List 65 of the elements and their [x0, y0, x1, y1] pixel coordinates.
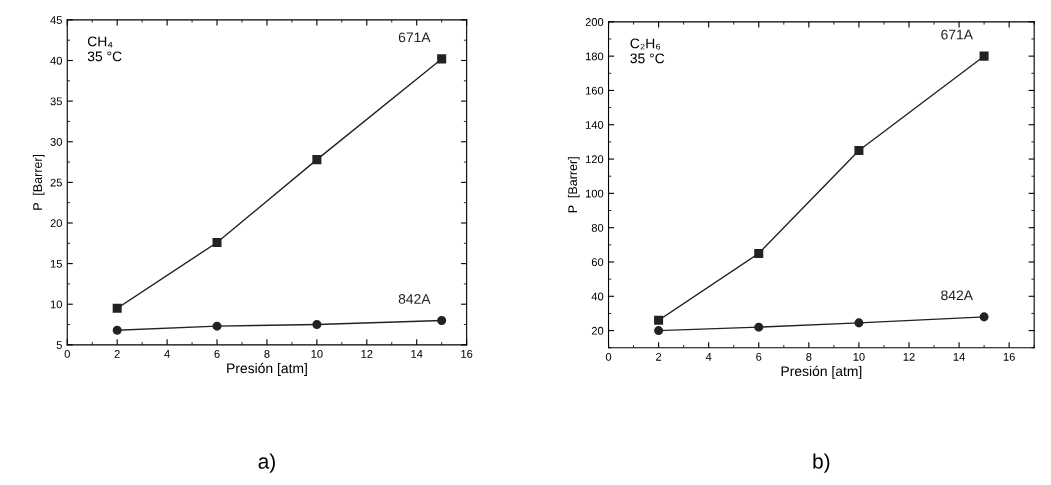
x-tick-label: 10 — [853, 352, 865, 361]
y-tick-label: 200 — [585, 18, 604, 26]
x-axis-title: Presión [atm] — [781, 365, 862, 379]
x-tick-label: 6 — [214, 349, 220, 358]
x-tick-label: 16 — [1003, 352, 1015, 361]
y-tick-label: 35 — [50, 97, 62, 106]
text: a) — [258, 453, 275, 473]
x-axis-title: Presión [atm] — [227, 362, 307, 376]
text: b) — [813, 453, 830, 473]
y-tick-label: 45 — [50, 16, 62, 25]
point — [754, 248, 764, 258]
y-axis-title: P [Barrer] — [32, 154, 45, 210]
x-tick-label: 10 — [311, 349, 323, 358]
point — [312, 155, 322, 165]
point — [437, 315, 447, 325]
y-tick-label: 100 — [585, 189, 604, 198]
y-tick-label: 15 — [50, 259, 62, 268]
x-tick-label: 6 — [756, 352, 762, 361]
y-tick-label: 140 — [585, 121, 604, 129]
y-axis-title: P [Barrer] — [567, 157, 580, 213]
x-tick-label: 14 — [411, 350, 423, 358]
x-tick-label: 4 — [705, 353, 712, 361]
x-tick-label: 12 — [361, 349, 373, 358]
series-label: 842A — [398, 293, 431, 304]
x-tick-label: 8 — [806, 352, 812, 361]
y-tick-label: 10 — [50, 300, 62, 309]
y-tick-label: 20 — [50, 219, 62, 228]
y-tick-label: 25 — [50, 178, 62, 187]
y-tick-label: 40 — [50, 56, 62, 65]
y-tick-label: 60 — [591, 258, 604, 267]
annotation: CH₄ 35 °C — [87, 36, 122, 62]
point — [654, 315, 664, 325]
point — [654, 326, 664, 336]
point — [112, 303, 122, 313]
point — [754, 322, 764, 332]
point — [437, 54, 447, 64]
y-tick-label: 40 — [591, 292, 604, 301]
point — [979, 312, 989, 322]
y-tick-label: 160 — [585, 86, 604, 95]
y-tick-label: 180 — [585, 52, 604, 61]
x-tick-label: 12 — [903, 352, 915, 361]
y-tick-label: 5 — [56, 341, 62, 349]
series-label: 842A — [941, 290, 973, 301]
series-label: 671A — [398, 32, 431, 43]
point — [212, 321, 222, 331]
point — [112, 325, 122, 335]
x-tick-label: 2 — [114, 349, 120, 358]
point — [212, 237, 222, 247]
x-tick-label: 2 — [656, 352, 662, 361]
x-tick-label: 16 — [461, 349, 473, 358]
point — [854, 318, 864, 328]
series-label: 671A — [941, 29, 973, 40]
x-tick-label: 8 — [264, 349, 270, 358]
x-tick-label: 0 — [605, 352, 612, 361]
y-tick-label: 80 — [591, 223, 604, 232]
point — [979, 51, 989, 61]
point — [854, 145, 864, 155]
x-tick-label: 4 — [164, 350, 170, 358]
x-tick-label: 0 — [64, 349, 70, 358]
y-tick-label: 20 — [591, 326, 604, 335]
x-tick-label: 14 — [953, 353, 965, 361]
y-tick-label: 120 — [585, 155, 604, 164]
point — [312, 320, 322, 330]
y-tick-label: 30 — [50, 138, 62, 146]
annotation: C₂H₆ 35 °C — [630, 38, 665, 64]
